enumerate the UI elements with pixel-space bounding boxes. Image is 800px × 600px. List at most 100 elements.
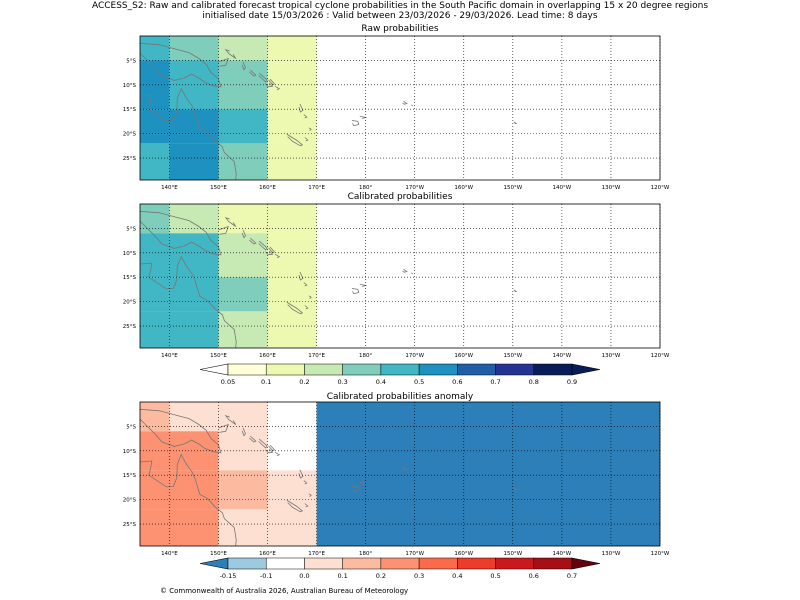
heatmap-cell [218,470,268,510]
colorbar-segment [457,557,496,570]
coastline [265,448,274,454]
probability-colorbar: 0.05 0.1 0.2 0.3 0.4 0.5 0.6 0.7 0.8 0.9 [199,363,601,386]
panel-frame [139,401,661,547]
heatmap-cell [267,233,317,278]
coastline [218,225,229,235]
coastline [249,69,257,77]
colorbar-tick-label: 0.7 [567,572,577,580]
heatmap-cell [169,233,219,278]
lon-tick-label: 150°W [503,353,522,359]
lon-tick-label: 120°W [651,551,670,557]
heatmap-cell [316,402,660,546]
colorbar-tick-label: 0.1 [261,378,271,386]
heatmap-cell [169,204,219,234]
heatmap-cell [140,233,170,278]
colorbar-segment [304,557,343,570]
coastline [402,467,408,471]
figure-title-line2: initialised date 15/03/2026 : Valid betw… [202,11,598,21]
heatmap-cell [140,277,170,312]
heatmap-cell [218,311,268,348]
colorbar-tick-label: 0.1 [337,572,347,580]
coastline [258,438,268,449]
colorbar-segment [227,363,267,376]
heatmap-cell [267,311,317,348]
colorbar-segment [495,363,535,376]
lon-tick-label: 130°W [602,353,621,359]
heatmap-cell [169,36,219,61]
heatmap-cell [267,277,317,312]
coastline [298,469,304,479]
colorbar-segment [457,363,496,376]
coastline [268,246,276,254]
lat-tick-label: 20°S [123,300,137,306]
colorbar-segment [342,557,382,570]
lon-tick-label: 150°E [210,551,227,557]
lon-tick-label: 140°E [161,551,178,557]
colorbar-segment [495,557,535,570]
lat-tick-label: 15°S [123,473,137,479]
coastline [304,137,309,142]
lat-tick-label: 25°S [123,324,137,330]
panel-raw-title: Raw probabilities [361,24,439,34]
colorbar-tick-label: 0.6 [452,378,462,386]
coastline [298,103,304,113]
lat-tick-label: 5°S [126,226,136,232]
coastline [351,120,360,127]
colorbar-tick-label: 0.6 [529,572,539,580]
lon-tick-label: 150°W [503,185,522,191]
map-panel-2: 140°E 150°E 160°E 170°E 180° 170°W 160°W 150°W 1… [123,401,670,557]
colorbar-tick-label: 0.3 [414,572,424,580]
colorbar-tick-label: 0.4 [452,572,462,580]
coastline [139,210,222,256]
heatmap-cell [267,36,317,61]
heatmap-cell [169,311,219,348]
heatmap-cell [218,402,268,432]
heatmap-cell [140,109,170,144]
heatmap-cell [218,509,268,546]
panel-calibrated-title: Calibrated probabilities [347,192,453,202]
lon-tick-label: 170°E [308,185,325,191]
lat-tick-label: 10°S [123,251,137,257]
coastline [274,85,281,91]
coastline [241,61,246,71]
lon-tick-label: 130°W [602,185,621,191]
heatmap-cell [218,36,268,61]
heatmap-cell [140,509,170,546]
map-panel-0: 140°E 150°E 160°E 170°E 180° 170°W 160°W 150°W 1… [123,35,670,191]
colorbar-tick-label: 0.8 [529,378,539,386]
colorbar-tick-label: 0.2 [299,378,309,386]
heatmap-cell [218,60,268,110]
heatmap-cell [140,36,170,61]
lat-tick-label: 20°S [123,132,137,138]
heatmap-cell [140,204,170,234]
coastline [303,480,308,485]
coastline [303,282,308,287]
colorbar-extend-low [199,557,229,570]
coastline [513,289,518,293]
coastline [304,305,309,310]
lon-tick-label: 160°E [259,551,276,557]
lon-tick-label: 150°W [503,551,522,557]
colorbar-segment [227,557,267,570]
lon-tick-label: 170°W [405,551,424,557]
lon-tick-label: 120°W [651,353,670,359]
lon-tick-label: 140°E [161,185,178,191]
heatmap-cell [140,431,170,471]
heatmap-cell [140,311,170,348]
colorbar-tick-label: -0.1 [260,572,273,580]
coastline [139,408,222,454]
coastline [268,78,276,86]
colorbar-segment [418,363,458,376]
colorbar-segment [380,363,420,376]
lon-tick-label: 170°E [308,551,325,557]
heatmap-cell [169,402,219,432]
lon-tick-label: 170°E [308,353,325,359]
lat-tick-label: 5°S [126,424,136,430]
lon-tick-label: 170°W [405,353,424,359]
coastline [411,470,414,473]
heatmap-cell [218,233,268,278]
heatmap-cell [218,109,268,144]
coastline [249,435,257,443]
heatmap-cell [267,109,317,144]
lon-tick-label: 160°E [259,185,276,191]
